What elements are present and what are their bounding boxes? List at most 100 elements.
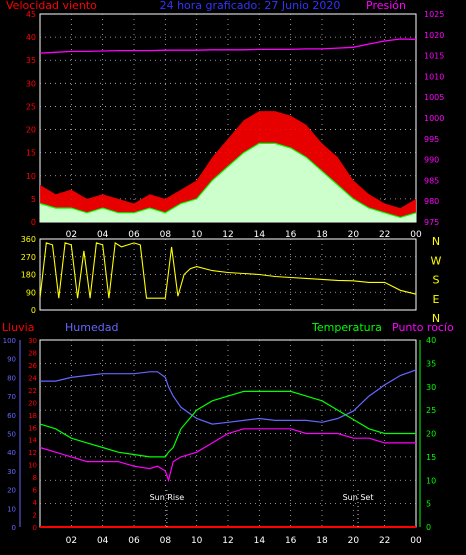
humidity-y-tick: 60 — [7, 412, 16, 420]
temperature-y-tick: 40 — [426, 336, 436, 345]
wind-y-tick: 10 — [26, 172, 36, 181]
compass-label: N — [432, 312, 440, 325]
temperature-y-tick: 10 — [426, 476, 436, 485]
direction-y-tick: 360 — [21, 235, 36, 244]
dewpoint-label: Punto rocío — [392, 321, 454, 334]
humidity-y-tick: 40 — [7, 449, 16, 457]
compass-label: E — [433, 293, 440, 306]
x-tick-label: 18 — [316, 536, 328, 546]
wind-average-area — [40, 143, 416, 222]
pressure-y-tick: 1020 — [424, 31, 444, 40]
temperature-y-tick: 25 — [426, 406, 436, 415]
chart-date-title: 24 hora graficado: 27 Junio 2020 — [160, 0, 341, 12]
x-tick-label: 16 — [285, 536, 297, 546]
pressure-y-tick: 1000 — [424, 114, 444, 123]
x-tick-label: 00 — [410, 536, 422, 546]
rain-y-tick: 16 — [28, 424, 37, 432]
humidity-y-tick: 100 — [3, 337, 16, 345]
temperature-label: Temperatura — [311, 321, 382, 334]
pressure-y-tick: 1005 — [424, 93, 444, 102]
pressure-y-tick: 990 — [424, 156, 439, 165]
wind-y-tick: 40 — [26, 33, 36, 42]
x-tick-label: 14 — [254, 230, 266, 240]
x-tick-label: 12 — [222, 536, 233, 546]
x-tick-label: 04 — [97, 536, 109, 546]
temperature-y-tick: 0 — [426, 523, 431, 532]
temperature-y-tick: 15 — [426, 453, 436, 462]
rain-y-tick: 28 — [28, 349, 37, 357]
dewpoint-line — [39, 428, 416, 483]
wind-y-tick: 45 — [26, 10, 36, 19]
rain-y-tick: 0 — [33, 524, 37, 532]
x-tick-label: 00 — [410, 230, 422, 240]
wind-y-tick: 35 — [26, 56, 36, 65]
humidity-label: Humedad — [65, 321, 118, 334]
humidity-y-tick: 80 — [7, 374, 16, 382]
x-tick-label: 22 — [379, 230, 390, 240]
pressure-y-tick: 985 — [424, 176, 439, 185]
wind-average-line — [39, 142, 417, 219]
pressure-y-tick: 975 — [424, 218, 439, 227]
pressure-y-tick: 1015 — [424, 52, 444, 61]
x-tick-label: 20 — [348, 230, 360, 240]
x-tick-label: 08 — [160, 536, 172, 546]
pressure-line — [39, 38, 417, 54]
wind-y-tick: 0 — [31, 218, 36, 227]
rain-y-tick: 6 — [33, 487, 38, 495]
x-tick-label: 06 — [128, 230, 140, 240]
x-tick-label: 06 — [128, 536, 140, 546]
x-tick-label: 16 — [285, 230, 297, 240]
rain-y-tick: 4 — [33, 499, 38, 507]
wind-direction-line — [39, 241, 417, 299]
rain-y-tick: 20 — [28, 399, 37, 407]
humidity-y-tick: 0 — [12, 524, 16, 532]
wind-speed-label: Velocidad viento — [6, 0, 97, 12]
direction-y-tick: 180 — [21, 271, 36, 280]
wind-y-tick: 25 — [26, 102, 36, 111]
direction-y-tick: 270 — [21, 253, 36, 262]
humidity-y-tick: 50 — [7, 431, 16, 439]
x-tick-label: 04 — [97, 230, 109, 240]
rain-label: Lluvia — [2, 321, 34, 334]
humidity-temperature-panel: 0102030405060708090100024681012141618202… — [3, 336, 437, 546]
x-tick-label: 18 — [316, 230, 328, 240]
temperature-y-tick: 20 — [426, 430, 436, 439]
compass-label: W — [431, 254, 442, 267]
x-tick-label: 22 — [379, 536, 390, 546]
x-tick-label: 12 — [222, 230, 233, 240]
rain-y-tick: 26 — [28, 362, 37, 370]
rain-y-tick: 22 — [28, 387, 37, 395]
pressure-label: Presión — [366, 0, 406, 12]
x-tick-label: 20 — [348, 536, 360, 546]
rain-y-tick: 8 — [33, 474, 37, 482]
x-tick-label: 14 — [254, 536, 266, 546]
wind-y-tick: 15 — [26, 149, 36, 158]
temperature-y-tick: 30 — [426, 383, 436, 392]
rain-y-tick: 24 — [28, 374, 37, 382]
compass-label: N — [432, 235, 440, 248]
rain-y-tick: 18 — [28, 412, 37, 420]
temperature-line — [39, 390, 416, 458]
wind-y-tick: 20 — [26, 126, 36, 135]
sunrise-label: Sun Rise — [150, 493, 185, 502]
rain-y-tick: 14 — [28, 437, 37, 445]
compass-label: S — [433, 274, 440, 287]
x-tick-label: 10 — [191, 536, 203, 546]
wind-pressure-panel: 0510152025303540459759809859909951000100… — [26, 10, 445, 240]
rain-y-tick: 2 — [33, 512, 37, 520]
x-tick-label: 08 — [160, 230, 172, 240]
humidity-y-tick: 70 — [7, 393, 16, 401]
direction-y-tick: 0 — [31, 306, 36, 315]
pressure-y-tick: 980 — [424, 197, 439, 206]
humidity-y-tick: 10 — [7, 505, 16, 513]
rain-y-tick: 30 — [28, 337, 37, 345]
pressure-y-tick: 995 — [424, 135, 439, 144]
pressure-y-tick: 1025 — [424, 10, 444, 19]
humidity-y-tick: 30 — [7, 468, 16, 476]
humidity-y-tick: 20 — [7, 487, 16, 495]
wind-y-tick: 30 — [26, 79, 36, 88]
temperature-y-tick: 5 — [426, 500, 431, 509]
temperature-y-tick: 35 — [426, 359, 436, 368]
